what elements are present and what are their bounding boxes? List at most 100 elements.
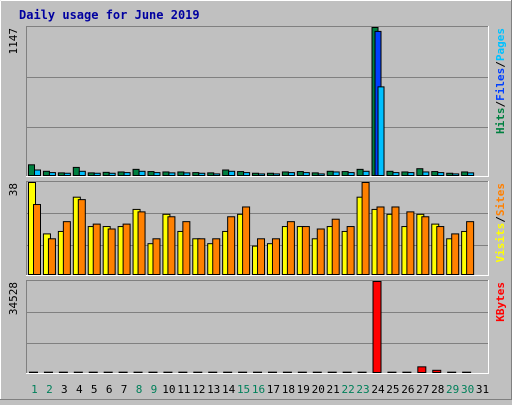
- x-tick-label-day-11: 11: [177, 383, 190, 396]
- bar-hits-day-7: [118, 172, 124, 176]
- bar-pages-day-3: [64, 173, 70, 175]
- bar-hits-day-10: [163, 172, 169, 176]
- bar-pages-day-16: [259, 174, 265, 176]
- x-tick-label-day-3: 3: [61, 383, 68, 396]
- bar-sites-day-1: [34, 205, 41, 275]
- bar-sites-day-27: [422, 217, 429, 275]
- x-tick-label-day-17: 17: [267, 383, 280, 396]
- bar-pages-day-20: [318, 174, 324, 176]
- bar-sites-day-25: [392, 207, 399, 275]
- bar-sites-day-8: [138, 212, 145, 275]
- bar-sites-day-14: [228, 217, 235, 275]
- x-tick-label-day-7: 7: [121, 383, 128, 396]
- x-tick-label-day-30: 30: [461, 383, 474, 396]
- bar-sites-day-19: [302, 227, 309, 275]
- bar-pages-day-8: [139, 171, 145, 175]
- x-tick-label-day-23: 23: [356, 383, 369, 396]
- legend-item-pages: Pages: [494, 28, 507, 61]
- bar-pages-day-19: [303, 173, 309, 176]
- x-tick-label-day-20: 20: [312, 383, 325, 396]
- bar-sites-day-4: [78, 200, 85, 275]
- visits-sites-panel: 38 Visits/Sites: [7, 181, 507, 276]
- bar-hits-day-14: [223, 170, 229, 175]
- x-tick-label-day-31: 31: [476, 383, 489, 396]
- bar-hits-day-21: [327, 171, 333, 175]
- bar-sites-day-23: [362, 183, 369, 275]
- plot-area: [26, 26, 489, 177]
- bar-pages-day-4: [79, 171, 85, 175]
- bar-sites-day-30: [467, 222, 474, 275]
- bar-pages-day-6: [109, 173, 115, 175]
- x-tick-label-day-24: 24: [371, 383, 385, 396]
- bar-hits-day-1: [29, 165, 35, 176]
- x-tick-label-day-1: 1: [31, 383, 38, 396]
- bar-hits-day-3: [58, 173, 64, 176]
- y-max-label: 1147: [7, 28, 20, 55]
- bar-pages-day-30: [468, 173, 474, 176]
- bar-sites-day-22: [347, 227, 354, 275]
- bar-sites-day-11: [183, 222, 190, 275]
- bar-pages-day-2: [49, 173, 55, 176]
- bar-kbytes-day-24: [373, 282, 381, 373]
- chart-title: Daily usage for June 2019: [19, 8, 200, 22]
- bar-hits-day-23: [357, 169, 363, 175]
- bar-sites-day-13: [213, 239, 220, 275]
- legend-item-hits: Hits: [494, 108, 507, 135]
- x-tick-label-day-9: 9: [151, 383, 158, 396]
- bar-hits-day-4: [73, 167, 79, 175]
- x-tick-label-day-14: 14: [222, 383, 236, 396]
- bar-sites-day-12: [198, 239, 205, 275]
- x-tick-label-day-19: 19: [297, 383, 310, 396]
- x-tick-label-day-26: 26: [401, 383, 414, 396]
- bar-hits-day-22: [342, 172, 348, 176]
- bar-sites-day-7: [123, 224, 130, 274]
- bar-pages-day-11: [184, 173, 190, 176]
- bar-hits-day-6: [103, 172, 109, 175]
- y-max-label: 38: [7, 183, 20, 196]
- legend: KBytes: [494, 282, 507, 322]
- bar-pages-day-25: [393, 173, 399, 176]
- bar-pages-day-7: [124, 173, 130, 176]
- bar-hits-day-18: [282, 172, 288, 176]
- bar-hits-day-20: [312, 173, 318, 176]
- bar-pages-day-22: [348, 173, 354, 176]
- bar-hits-day-17: [267, 173, 273, 175]
- bar-sites-day-24: [377, 207, 384, 275]
- bar-pages-day-15: [244, 173, 250, 176]
- bar-pages-day-5: [94, 173, 100, 175]
- bar-sites-day-20: [317, 229, 324, 275]
- bar-pages-day-23: [363, 171, 369, 175]
- bar-hits-day-26: [402, 172, 408, 176]
- x-tick-label-day-29: 29: [446, 383, 459, 396]
- x-tick-label-day-12: 12: [192, 383, 205, 396]
- x-tick-label-day-16: 16: [252, 383, 265, 396]
- legend-item-files: Files: [494, 68, 507, 101]
- x-tick-label-day-21: 21: [327, 383, 340, 396]
- bar-sites-day-16: [258, 239, 265, 275]
- x-tick-label-day-28: 28: [431, 383, 444, 396]
- x-tick-label-day-8: 8: [136, 383, 143, 396]
- bar-sites-day-29: [452, 234, 459, 275]
- bar-kbytes-day-28: [433, 370, 441, 372]
- bar-pages-day-28: [438, 173, 444, 176]
- bar-hits-day-12: [193, 173, 199, 176]
- legend-item-visits: Visits: [494, 223, 507, 263]
- bar-hits-day-19: [297, 172, 303, 176]
- bar-sites-day-6: [108, 229, 115, 275]
- bar-sites-day-2: [48, 239, 55, 275]
- bar-hits-day-5: [88, 173, 94, 176]
- x-tick-label-day-27: 27: [416, 383, 429, 396]
- bar-sites-day-17: [272, 239, 279, 275]
- bar-hits-day-29: [447, 173, 453, 175]
- legend-item-kbytes: KBytes: [494, 282, 507, 322]
- legend-item-sites: Sites: [494, 183, 507, 216]
- bar-hits-day-28: [432, 172, 438, 176]
- bar-hits-day-2: [43, 171, 49, 175]
- legend: Visits/Sites: [494, 183, 507, 263]
- x-tick-label-day-25: 25: [386, 383, 399, 396]
- x-tick-label-day-2: 2: [46, 383, 53, 396]
